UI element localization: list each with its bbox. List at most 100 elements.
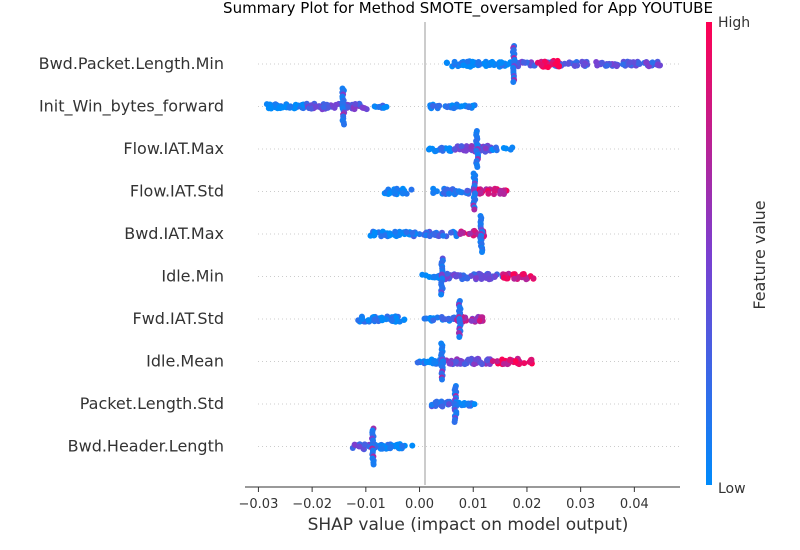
x-tick-label: 0.03 — [566, 497, 595, 512]
shap-point — [501, 191, 507, 197]
shap-point — [477, 271, 484, 278]
feature-label: Bwd.Packet.Length.Min — [39, 54, 224, 73]
shap-points — [263, 43, 663, 468]
shap-point — [458, 103, 465, 110]
shap-point — [426, 146, 433, 153]
shap-point — [414, 359, 421, 366]
shap-point — [444, 104, 451, 111]
x-tick-label: −0.02 — [292, 497, 332, 512]
shap-point — [359, 316, 365, 323]
shap-point — [378, 233, 385, 240]
shap-point — [627, 59, 634, 66]
shap-point — [375, 104, 382, 110]
feature-label: Bwd.Header.Length — [68, 437, 224, 456]
shap-point — [466, 103, 472, 110]
shap-point — [392, 228, 399, 235]
shap-point — [444, 270, 451, 277]
shap-point — [401, 316, 408, 323]
shap-point — [361, 441, 368, 448]
x-axis-label: SHAP value (impact on model output) — [308, 515, 629, 535]
feature-label: Flow.IAT.Std — [130, 182, 224, 201]
shap-point — [456, 188, 463, 195]
shap-point — [443, 59, 450, 66]
shap-point — [479, 361, 485, 368]
shap-point — [352, 101, 359, 107]
shap-point — [485, 190, 492, 197]
shap-point — [477, 189, 484, 196]
x-tick-label: 0.02 — [512, 497, 541, 512]
shap-point — [486, 276, 493, 283]
shap-point — [471, 361, 478, 368]
shap-point — [456, 334, 463, 340]
shap-point — [365, 317, 372, 324]
shap-point — [434, 103, 441, 109]
shap-point — [467, 230, 473, 237]
shap-point — [512, 358, 519, 364]
shap-point — [451, 146, 458, 153]
shap-point — [604, 62, 610, 69]
feature-label: Idle.Mean — [146, 352, 224, 371]
feature-label: Packet.Length.Std — [80, 394, 224, 413]
shap-point — [506, 357, 513, 364]
feature-label: Flow.IAT.Max — [123, 139, 224, 158]
shap-point — [464, 187, 471, 194]
shap-point — [465, 356, 472, 363]
shap-point — [479, 249, 485, 255]
x-tick-label: 0.00 — [405, 497, 434, 512]
shap-point — [464, 58, 471, 65]
shap-point — [476, 317, 483, 324]
x-tick-label: −0.01 — [346, 497, 386, 512]
shap-point — [491, 185, 498, 192]
shap-point — [386, 190, 393, 197]
shap-point — [510, 79, 517, 85]
shap-point — [498, 59, 505, 66]
shap-point — [471, 401, 478, 408]
shap-point — [409, 230, 416, 236]
shap-point — [474, 164, 481, 170]
shap-point — [453, 358, 460, 365]
shap-point — [439, 376, 445, 383]
shap-point — [510, 271, 517, 278]
colorbar — [706, 22, 712, 485]
shap-point — [554, 57, 561, 64]
shap-point — [292, 101, 299, 108]
shap-point — [484, 357, 490, 364]
shap-point — [379, 445, 386, 452]
shap-point — [448, 229, 454, 236]
shap-point — [430, 185, 437, 192]
shap-point — [356, 443, 363, 450]
shap-point — [312, 103, 319, 110]
shap-point — [438, 291, 445, 298]
shap-point — [431, 231, 438, 238]
shap-point — [580, 62, 587, 69]
shap-point — [521, 360, 528, 367]
shap-point — [446, 360, 453, 367]
shap-point — [520, 271, 527, 277]
shap-point — [431, 273, 437, 280]
shap-point — [446, 145, 453, 152]
shap-point — [371, 316, 378, 323]
shap-point — [265, 105, 272, 112]
colorbar-low-label: Low — [718, 481, 746, 497]
shap-point — [403, 229, 410, 236]
row-guides — [258, 63, 680, 447]
chart-title: Summary Plot for Method SMOTE_oversample… — [223, 0, 713, 18]
shap-point — [489, 59, 496, 66]
shap-point — [538, 62, 545, 69]
shap-point — [500, 360, 507, 367]
shap-point — [429, 103, 436, 109]
shap-point — [528, 356, 535, 363]
shap-point — [468, 143, 475, 149]
shap-point — [565, 60, 572, 67]
shap-point — [430, 190, 437, 196]
shap-point — [489, 358, 496, 365]
shap-point — [503, 145, 509, 152]
shap-point — [594, 62, 601, 69]
feature-label: Fwd.IAT.Std — [133, 309, 225, 328]
shap-point — [344, 104, 351, 110]
shap-point — [387, 445, 394, 452]
shap-point — [464, 275, 471, 282]
shap-point — [416, 231, 423, 238]
feature-labels: Bwd.Packet.Length.Min Init_Win_bytes_forw… — [39, 54, 224, 456]
